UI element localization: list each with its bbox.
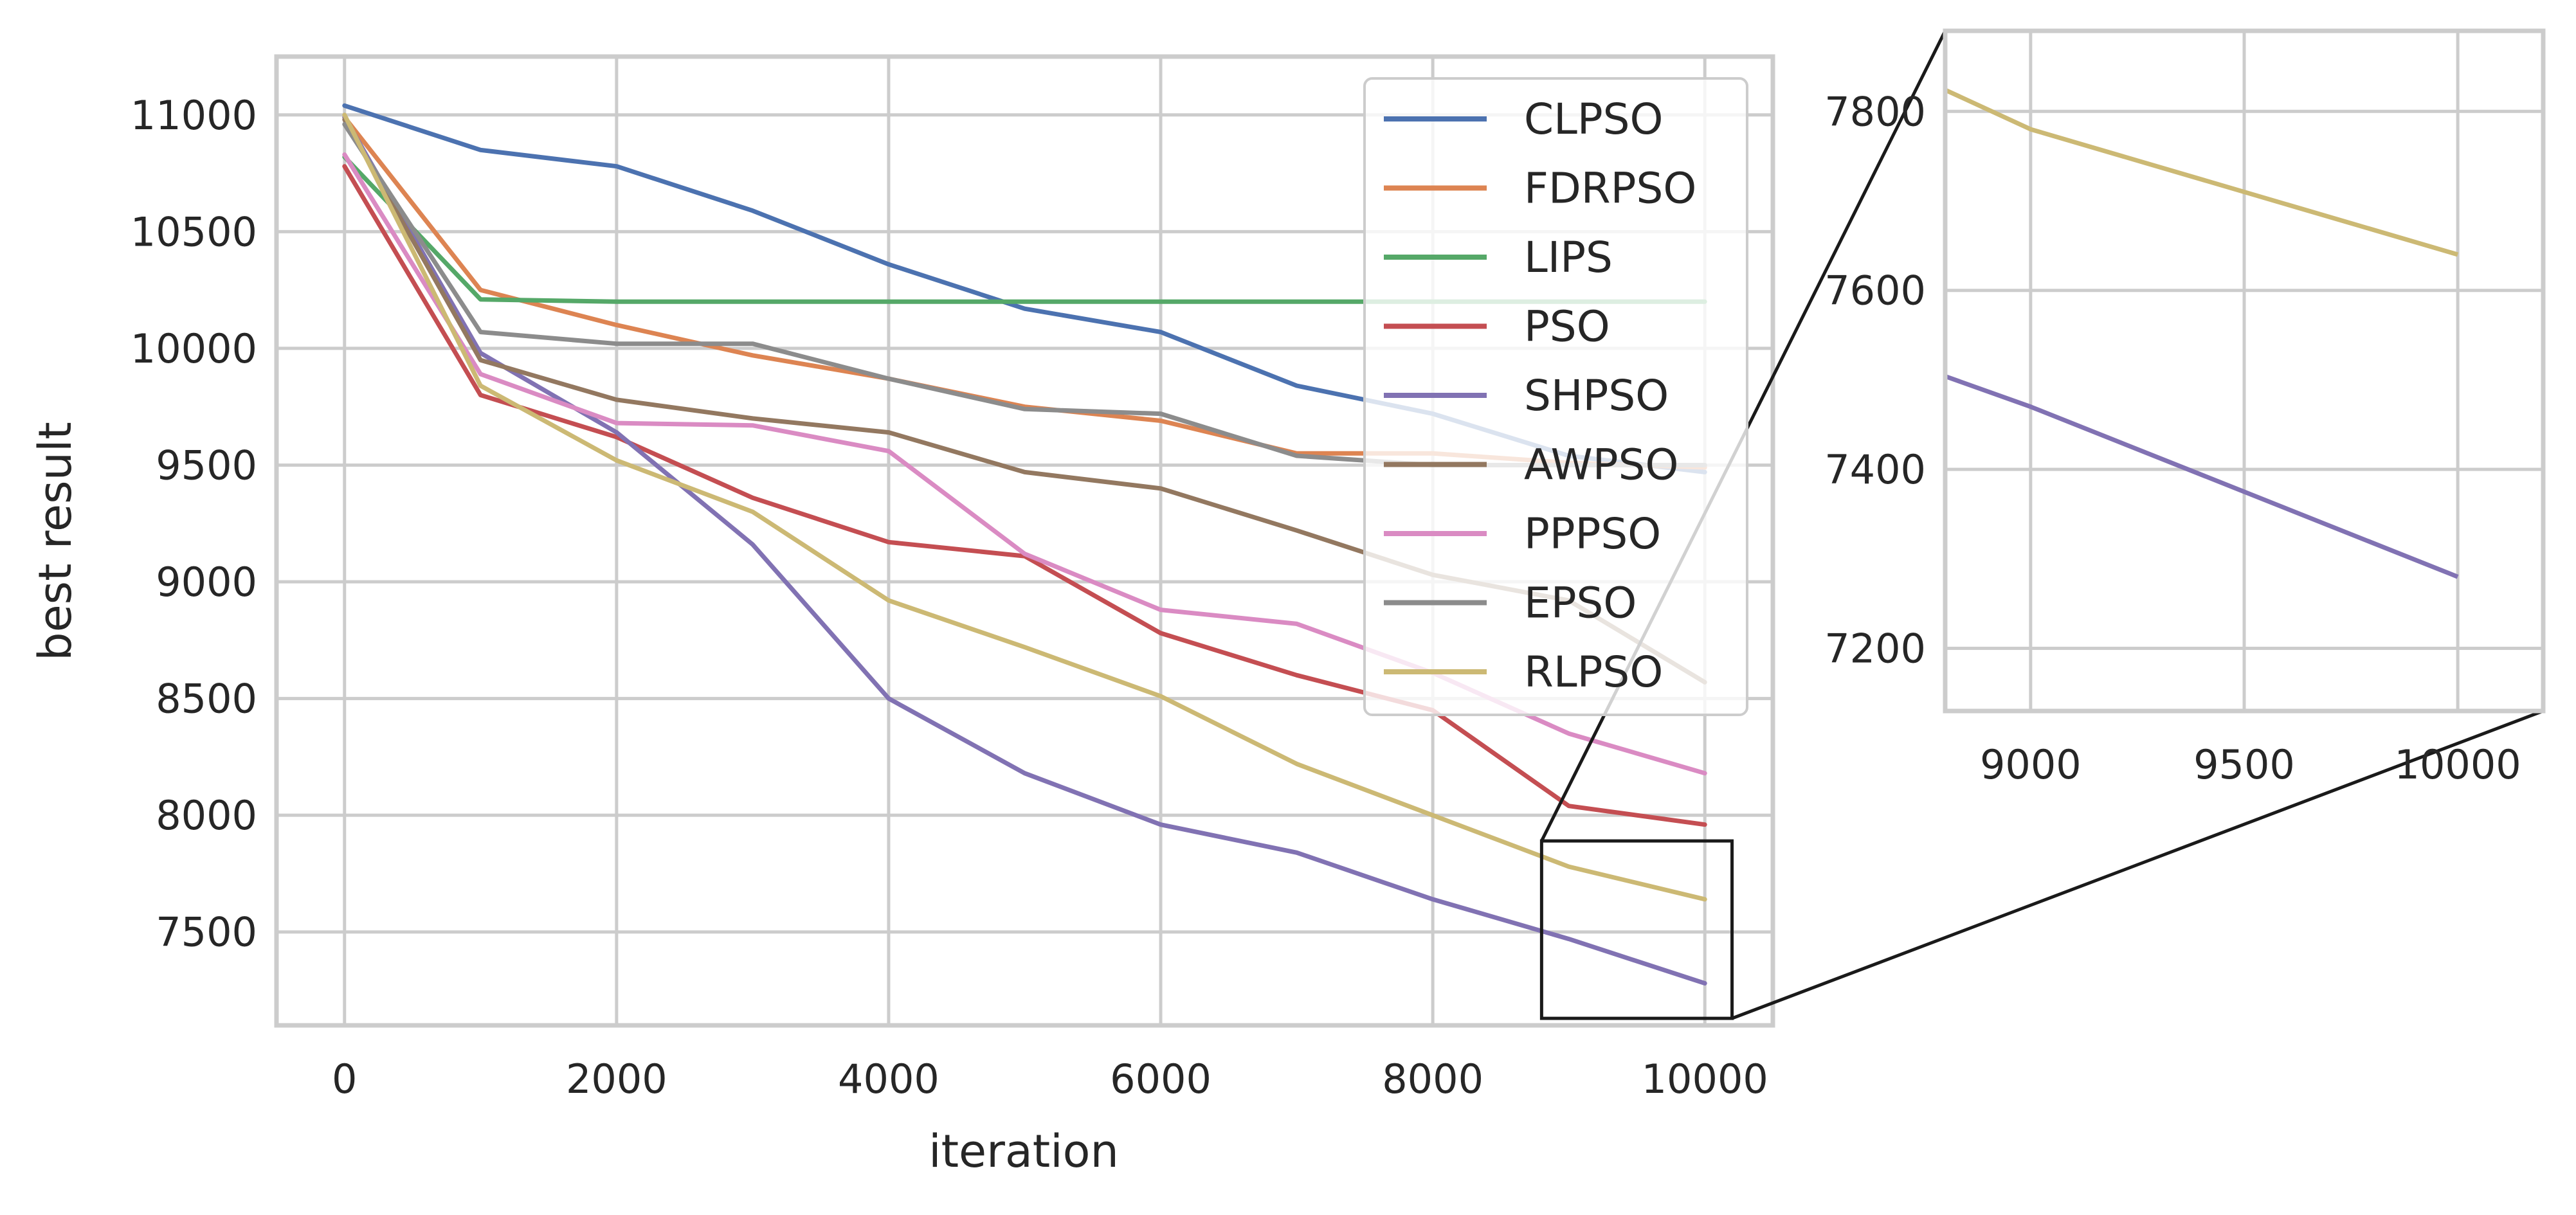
x-tick-label-4000: 4000	[838, 1056, 939, 1102]
zoom-connector-bottom	[1731, 709, 2544, 1020]
series-line-rlpso	[342, 113, 1707, 902]
x-axis-label: iteration	[929, 1125, 1119, 1178]
legend-label-awpso: AWPSO	[1524, 440, 1678, 490]
inset-plot-frame	[1943, 28, 2546, 714]
y-tick-label-8000: 8000	[156, 792, 257, 839]
zoom-region-box	[1539, 839, 1734, 1020]
inset-y-ticks: 7200 7400 7600 7800	[1824, 88, 1926, 672]
y-tick-label-8500: 8500	[156, 676, 257, 723]
legend-label-fdrpso: FDRPSO	[1524, 164, 1696, 213]
legend-box	[1363, 77, 1748, 716]
x-tick-label-0: 0	[332, 1056, 357, 1102]
legend-label-lips: LIPS	[1524, 233, 1613, 282]
legend-label-clpso: CLPSO	[1524, 94, 1664, 144]
y-tick-label-11000: 11000	[131, 92, 257, 139]
y-axis-label: best result	[29, 422, 82, 661]
y-tick-label-10500: 10500	[131, 208, 257, 255]
inset-x-ticks: 9000 9500 10000	[1980, 741, 2521, 788]
legend-label-shpso: SHPSO	[1524, 371, 1669, 420]
legend: CLPSO FDRPSO LIPS PSO SHPSO AWPSO PPPSO EPSO RLP…	[1363, 77, 1748, 716]
inset-x-tick-label-9000: 9000	[1980, 741, 2082, 788]
y-tick-label-10000: 10000	[131, 325, 257, 372]
legend-label-pppso: PPPSO	[1524, 509, 1661, 559]
x-tick-label-6000: 6000	[1110, 1056, 1211, 1102]
x-tick-label-2000: 2000	[566, 1056, 667, 1102]
inset-y-tick-label-7200: 7200	[1824, 626, 1926, 672]
y-tick-label-9000: 9000	[156, 559, 257, 606]
legend-label-rlpso: RLPSO	[1524, 647, 1663, 697]
inset-x-tick-label-9500: 9500	[2193, 741, 2295, 788]
x-tick-label-8000: 8000	[1382, 1056, 1483, 1102]
inset-y-tick-label-7400: 7400	[1824, 446, 1926, 493]
inset-x-tick-label-10000: 10000	[2395, 741, 2521, 788]
x-tick-label-10000: 10000	[1642, 1056, 1768, 1102]
y-tick-label-9500: 9500	[156, 442, 257, 489]
inset-grid	[1945, 31, 2543, 711]
legend-label-pso: PSO	[1524, 302, 1610, 352]
y-tick-label-7500: 7500	[156, 909, 257, 956]
main-y-ticks: 7500 8000 8500 9000 9500 10000 10500 11000	[131, 92, 257, 956]
main-plot-frame	[274, 54, 1775, 1028]
legend-label-epso: EPSO	[1524, 579, 1637, 628]
inset-y-tick-label-7800: 7800	[1824, 88, 1926, 135]
inset-y-tick-label-7600: 7600	[1824, 267, 1926, 314]
main-x-ticks: 0 2000 4000 6000 8000 10000	[332, 1056, 1768, 1102]
